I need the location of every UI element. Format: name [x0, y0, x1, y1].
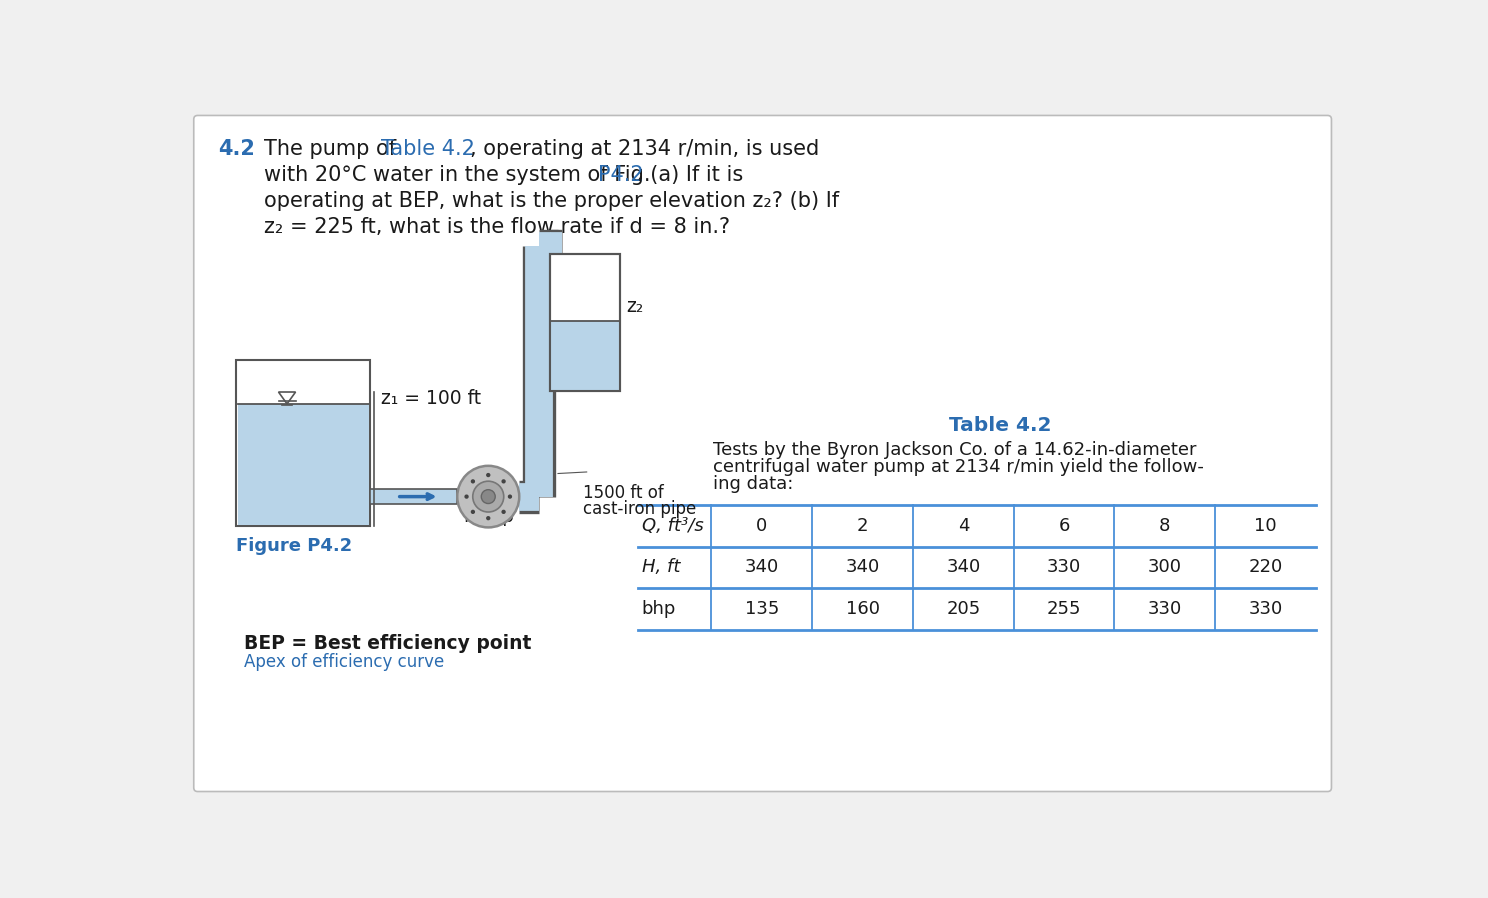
Text: 340: 340 [946, 559, 981, 577]
Text: The pump of: The pump of [263, 138, 396, 159]
Text: ing data:: ing data: [713, 475, 793, 493]
Text: 10: 10 [1254, 517, 1277, 535]
Text: 8: 8 [1159, 517, 1171, 535]
Text: 205: 205 [946, 600, 981, 618]
Bar [238, 404, 369, 524]
Text: 4: 4 [958, 517, 969, 535]
Text: 255: 255 [1048, 600, 1082, 618]
Text: P4.2: P4.2 [598, 164, 644, 185]
Circle shape [473, 481, 504, 512]
Text: Tests by the Byron Jackson Co. of a 14.62-in-diameter: Tests by the Byron Jackson Co. of a 14.6… [713, 441, 1196, 459]
Circle shape [501, 510, 506, 514]
Text: z₂: z₂ [626, 296, 643, 315]
Text: 6: 6 [1058, 517, 1070, 535]
Text: , operating at 2134 r/min, is used: , operating at 2134 r/min, is used [470, 138, 820, 159]
Text: Q, ft³/s: Q, ft³/s [641, 517, 704, 535]
Text: 160: 160 [845, 600, 879, 618]
Text: 300: 300 [1147, 559, 1181, 577]
Bar [237, 360, 369, 526]
Circle shape [464, 495, 469, 498]
Text: with 20°C water in the system of Fig.: with 20°C water in the system of Fig. [263, 164, 650, 185]
Text: 220: 220 [1248, 559, 1283, 577]
Text: Figure P4.2: Figure P4.2 [237, 537, 353, 555]
Text: H, ft: H, ft [641, 559, 680, 577]
Text: z₂ = 225 ft, what is the flow rate if d = 8 in.?: z₂ = 225 ft, what is the flow rate if d … [263, 217, 729, 237]
Text: Apex of efficiency curve: Apex of efficiency curve [244, 653, 445, 671]
Circle shape [481, 489, 496, 504]
Circle shape [470, 480, 475, 483]
Text: centrifugal water pump at 2134 r/min yield the follow-: centrifugal water pump at 2134 r/min yie… [713, 458, 1204, 476]
Text: Table 4.2: Table 4.2 [948, 416, 1051, 435]
Text: 4.2: 4.2 [219, 138, 256, 159]
Text: Pump: Pump [463, 508, 513, 526]
Text: 1500 ft of: 1500 ft of [583, 483, 664, 501]
Text: Table 4.2: Table 4.2 [381, 138, 475, 159]
Text: . (a) If it is: . (a) If it is [637, 164, 744, 185]
Circle shape [457, 466, 519, 527]
Text: 0: 0 [756, 517, 768, 535]
Bar [551, 254, 620, 392]
Circle shape [487, 473, 491, 477]
Bar [369, 489, 457, 505]
Text: 2: 2 [857, 517, 869, 535]
Circle shape [487, 516, 491, 520]
Text: BEP = Best efficiency point: BEP = Best efficiency point [244, 634, 531, 653]
Text: 330: 330 [1147, 600, 1181, 618]
FancyBboxPatch shape [193, 116, 1332, 791]
Bar [551, 254, 620, 392]
Text: cast-iron pipe: cast-iron pipe [583, 500, 696, 518]
Text: 330: 330 [1048, 559, 1082, 577]
Text: operating at BEP, what is the proper elevation z₂? (b) If: operating at BEP, what is the proper ele… [263, 191, 839, 211]
Text: 340: 340 [744, 559, 778, 577]
Circle shape [470, 510, 475, 514]
Circle shape [501, 480, 506, 483]
Text: 330: 330 [1248, 600, 1283, 618]
Bar [552, 321, 619, 390]
Text: z₁ = 100 ft: z₁ = 100 ft [381, 390, 481, 409]
Text: bhp: bhp [641, 600, 676, 618]
Circle shape [507, 495, 512, 498]
Text: 135: 135 [744, 600, 780, 618]
Text: 340: 340 [845, 559, 879, 577]
